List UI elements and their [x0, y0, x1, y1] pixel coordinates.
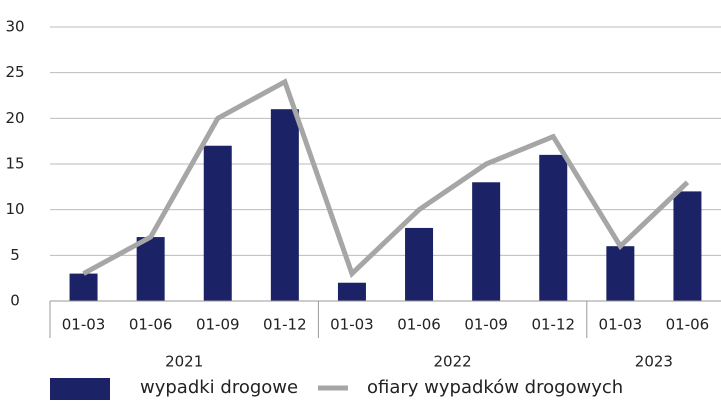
- x-tick-label: 01-06: [397, 316, 441, 334]
- bar: [337, 282, 366, 301]
- bar: [136, 237, 165, 301]
- y-tick-label: 20: [5, 109, 24, 127]
- bar: [539, 154, 568, 301]
- x-tick-label: 01-03: [62, 316, 106, 334]
- bar: [606, 246, 635, 301]
- x-tick-label: 01-03: [599, 316, 643, 334]
- group-label: 2021: [165, 353, 203, 371]
- y-tick-label: 10: [5, 200, 24, 218]
- group-label: 2023: [635, 353, 673, 371]
- y-tick-label: 30: [5, 18, 24, 36]
- y-tick-label: 15: [5, 155, 24, 173]
- y-tick-label: 0: [10, 292, 20, 310]
- x-tick-label: 01-12: [531, 316, 575, 334]
- bar: [472, 182, 501, 301]
- legend-label: wypadki drogowe: [140, 377, 298, 398]
- x-tick-label: 01-06: [129, 316, 173, 334]
- group-label: 2022: [434, 353, 472, 371]
- x-tick-label: 01-06: [666, 316, 710, 334]
- bar: [673, 191, 702, 301]
- x-tick-label: 01-09: [196, 316, 240, 334]
- legend-swatch: [50, 378, 110, 400]
- x-tick-label: 01-12: [263, 316, 307, 334]
- legend-label: ofiary wypadków drogowych: [367, 377, 623, 398]
- x-tick-label: 01-03: [330, 316, 374, 334]
- x-tick-label: 01-09: [464, 316, 508, 334]
- bar: [203, 145, 232, 301]
- y-tick-label: 5: [10, 246, 20, 264]
- bar: [69, 273, 98, 301]
- bar: [405, 227, 434, 301]
- line: [82, 78, 690, 279]
- y-tick-label: 25: [5, 63, 24, 81]
- bar: [270, 109, 299, 301]
